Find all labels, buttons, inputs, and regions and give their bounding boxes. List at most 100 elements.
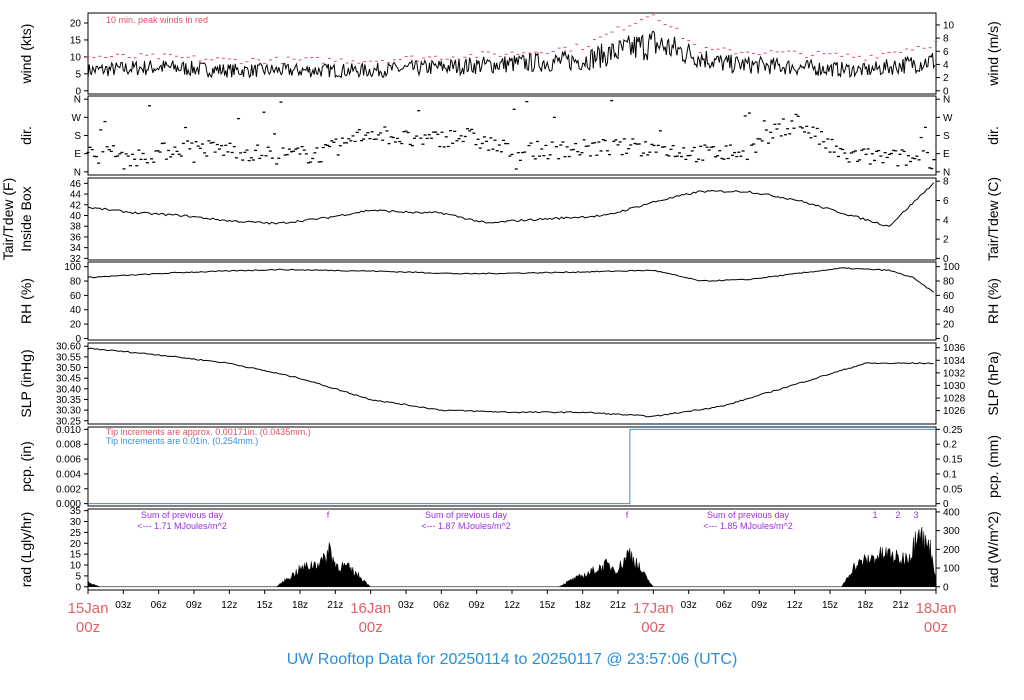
- panel-frame-rh: [87, 261, 937, 341]
- y-tick-label: 0.002: [56, 484, 81, 495]
- panel-frame-slp: [87, 342, 937, 425]
- y-tick-label: 0.006: [56, 455, 81, 466]
- day-label: 17Jan: [633, 600, 674, 617]
- y-tick-label: N: [943, 95, 950, 106]
- sum-label: Sum of previous day: [707, 510, 790, 520]
- y-axis-label-right-pcp: pcp. (mm): [985, 435, 1001, 498]
- y-tick-label: 46: [70, 179, 82, 190]
- x-tick-label: 12z: [787, 600, 803, 611]
- y-tick-label: 30: [70, 517, 82, 528]
- y-tick-label: 0: [75, 334, 81, 345]
- y-tick-label: 1032: [943, 368, 966, 379]
- y-tick-label: E: [74, 149, 81, 160]
- y-tick-label: 0.004: [56, 469, 81, 480]
- x-tick-label: 09z: [469, 600, 485, 611]
- labels: 051015200246810NESWNNESWN323436384042444…: [0, 15, 1001, 636]
- x-tick-label: 09z: [186, 600, 202, 611]
- precip-note-red: Tip increments are approx. 0.00171in. (0…: [106, 427, 311, 437]
- y-tick-label: 32: [70, 254, 82, 265]
- y-tick-label: 0: [75, 582, 81, 593]
- y-tick-label: 25: [70, 528, 82, 539]
- y-tick-label: 4: [943, 60, 949, 71]
- x-tick-label: 18z: [857, 600, 873, 611]
- precip-line: [88, 428, 936, 505]
- y-tick-label: 2: [943, 73, 949, 84]
- radiation-marker: 2: [895, 510, 900, 520]
- y-tick-label: 10: [70, 561, 82, 572]
- peak-wind-note: 10 min. peak winds in red: [106, 15, 208, 25]
- rh-line: [87, 267, 934, 293]
- y-tick-label: 35: [70, 506, 82, 517]
- x-tick-label: 21z: [610, 600, 626, 611]
- y-tick-label: W: [72, 113, 82, 124]
- y-axis-label-left-pcp: pcp. (in): [18, 441, 34, 492]
- day-hour-label: 00z: [359, 619, 383, 636]
- y-tick-label: 30.55: [56, 352, 81, 363]
- y-tick-label: 80: [943, 277, 955, 288]
- x-tick-label: 18z: [292, 600, 308, 611]
- panel-frame-temp: [87, 177, 937, 261]
- y-tick-label: 20: [70, 320, 82, 331]
- temperature-line: [87, 182, 934, 227]
- y-tick-label: E: [943, 149, 950, 160]
- y-tick-label: 30.45: [56, 374, 81, 385]
- y-tick-label: 10: [943, 20, 955, 31]
- day-label: 18Jan: [916, 600, 957, 617]
- y-tick-label: 8: [943, 34, 949, 45]
- y-tick-label: 60: [70, 291, 82, 302]
- y-tick-label: 0.15: [943, 455, 963, 466]
- y-tick-label: 0.25: [943, 425, 963, 436]
- sum-label: Sum of previous day: [425, 510, 508, 520]
- y-tick-label: 1034: [943, 356, 966, 367]
- y-tick-label: 8: [943, 177, 949, 188]
- y-tick-label: S: [943, 131, 950, 142]
- y-tick-label: W: [943, 113, 953, 124]
- y-tick-label: 20: [943, 320, 955, 331]
- y-tick-label: 30.60: [56, 342, 81, 353]
- sum-value: <--- 1.87 MJoules/m^2: [421, 521, 511, 531]
- x-tick-label: 06z: [151, 600, 167, 611]
- x-tick-label: 21z: [327, 600, 343, 611]
- day-label: 15Jan: [68, 600, 109, 617]
- y-tick-label: 6: [943, 47, 949, 58]
- x-tick-label: 09z: [751, 600, 767, 611]
- y-tick-label: 40: [70, 305, 82, 316]
- y-tick-label: 5: [75, 69, 81, 80]
- y-tick-label: 0.1: [943, 469, 957, 480]
- day-hour-label: 00z: [76, 619, 100, 636]
- y-tick-label: 30.50: [56, 363, 81, 374]
- y-axis-label-right-temp: Tair/Tdew (C): [985, 177, 1001, 261]
- day-hour-label: 00z: [641, 619, 665, 636]
- y-tick-label: 15: [70, 550, 82, 561]
- y-tick-label: 6: [943, 196, 949, 207]
- y-axis-label-right-slp: SLP (hPa): [985, 351, 1001, 415]
- y-tick-label: 40: [70, 211, 82, 222]
- x-tick-label: 15z: [257, 600, 273, 611]
- y-tick-label: 60: [943, 291, 955, 302]
- sum-value: <--- 1.71 MJoules/m^2: [137, 521, 227, 531]
- x-tick-label: 03z: [398, 600, 414, 611]
- y-axis-label-left-rh: RH (%): [18, 278, 34, 324]
- x-tick-label: 15z: [822, 600, 838, 611]
- y-axis-label-left-dir: dir.: [18, 126, 34, 145]
- wind-speed-line: [87, 30, 936, 79]
- data-series: [86, 14, 938, 588]
- y-tick-label: 38: [70, 222, 82, 233]
- x-tick-label: 03z: [115, 600, 131, 611]
- y-tick-label: 20: [70, 19, 82, 30]
- x-tick-label: 12z: [504, 600, 520, 611]
- y-tick-label: 30.40: [56, 384, 81, 395]
- y-tick-label: 0: [943, 86, 949, 97]
- x-tick-label: 06z: [716, 600, 732, 611]
- y-tick-label: 1036: [943, 343, 966, 354]
- radiation-area: [87, 526, 937, 588]
- day-hour-label: 00z: [924, 619, 948, 636]
- radiation-marker: 1: [872, 510, 877, 520]
- y-tick-label: 80: [70, 277, 82, 288]
- y-tick-label: 1030: [943, 381, 966, 392]
- y-axis-label-right-wind: wind (m/s): [985, 21, 1001, 87]
- y-tick-label: 2: [943, 235, 949, 246]
- y-tick-label: 0.2: [943, 440, 957, 451]
- y-tick-label: 20: [70, 539, 82, 550]
